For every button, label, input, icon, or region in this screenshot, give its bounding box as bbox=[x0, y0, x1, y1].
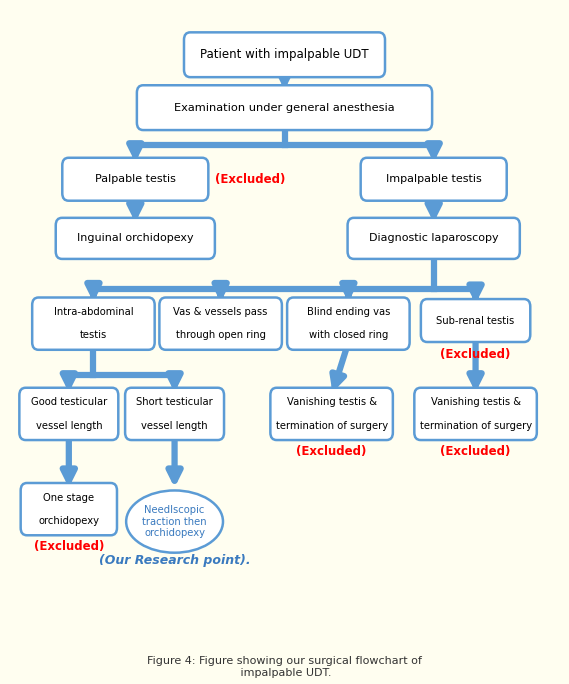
Text: (Excluded): (Excluded) bbox=[296, 445, 367, 458]
Text: Impalpable testis: Impalpable testis bbox=[386, 174, 481, 184]
Text: (Our Research point).: (Our Research point). bbox=[99, 553, 250, 566]
Text: Patient with impalpable UDT: Patient with impalpable UDT bbox=[200, 49, 369, 62]
Text: Figure 4: Figure showing our surgical flowchart of
 impalpable UDT.: Figure 4: Figure showing our surgical fl… bbox=[147, 656, 422, 678]
Text: Diagnostic laparoscopy: Diagnostic laparoscopy bbox=[369, 233, 498, 244]
Text: (Excluded): (Excluded) bbox=[440, 445, 511, 458]
FancyBboxPatch shape bbox=[56, 218, 215, 259]
Text: (Excluded): (Excluded) bbox=[215, 173, 286, 186]
Text: Needlscopic
traction then
orchidopexy: Needlscopic traction then orchidopexy bbox=[142, 505, 207, 538]
FancyBboxPatch shape bbox=[19, 388, 118, 440]
FancyBboxPatch shape bbox=[348, 218, 520, 259]
FancyBboxPatch shape bbox=[421, 299, 530, 342]
FancyBboxPatch shape bbox=[414, 388, 537, 440]
FancyBboxPatch shape bbox=[287, 298, 410, 350]
Text: Sub-renal testis: Sub-renal testis bbox=[436, 315, 515, 326]
FancyBboxPatch shape bbox=[137, 86, 432, 130]
FancyBboxPatch shape bbox=[62, 158, 208, 200]
Ellipse shape bbox=[126, 490, 223, 553]
Text: Good testicular

vessel length: Good testicular vessel length bbox=[31, 397, 107, 430]
Text: Vanishing testis &

termination of surgery: Vanishing testis & termination of surger… bbox=[419, 397, 531, 430]
FancyBboxPatch shape bbox=[20, 483, 117, 536]
Text: Palpable testis: Palpable testis bbox=[95, 174, 176, 184]
Text: Vanishing testis &

termination of surgery: Vanishing testis & termination of surger… bbox=[275, 397, 387, 430]
Text: Vas & vessels pass

through open ring: Vas & vessels pass through open ring bbox=[174, 307, 268, 340]
Text: Examination under general anesthesia: Examination under general anesthesia bbox=[174, 103, 395, 113]
FancyBboxPatch shape bbox=[184, 32, 385, 77]
Text: Intra-abdominal

testis: Intra-abdominal testis bbox=[53, 307, 133, 340]
Text: (Excluded): (Excluded) bbox=[440, 348, 511, 361]
Text: One stage

orchidopexy: One stage orchidopexy bbox=[38, 492, 100, 526]
Text: Short testicular

vessel length: Short testicular vessel length bbox=[136, 397, 213, 430]
Text: (Excluded): (Excluded) bbox=[34, 540, 104, 553]
FancyBboxPatch shape bbox=[32, 298, 155, 350]
FancyBboxPatch shape bbox=[125, 388, 224, 440]
Text: Inguinal orchidopexy: Inguinal orchidopexy bbox=[77, 233, 193, 244]
FancyBboxPatch shape bbox=[159, 298, 282, 350]
Text: Blind ending vas

with closed ring: Blind ending vas with closed ring bbox=[307, 307, 390, 340]
FancyBboxPatch shape bbox=[361, 158, 507, 200]
FancyBboxPatch shape bbox=[270, 388, 393, 440]
